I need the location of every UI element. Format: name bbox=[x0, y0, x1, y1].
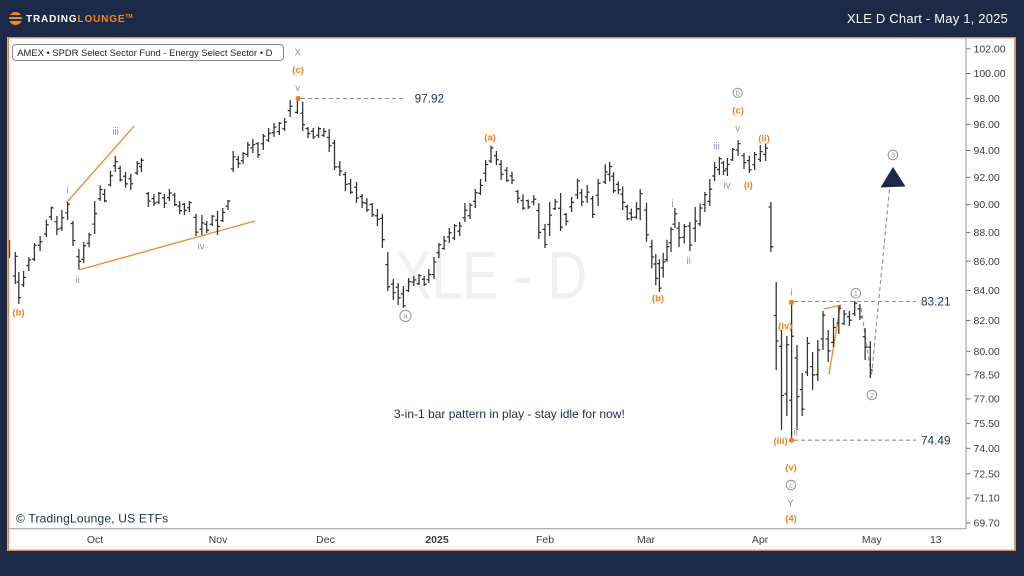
svg-text:Apr: Apr bbox=[752, 534, 769, 546]
svg-text:(b): (b) bbox=[12, 308, 24, 319]
svg-text:iv: iv bbox=[198, 241, 205, 252]
svg-text:(ii): (ii) bbox=[758, 134, 770, 145]
svg-text:Y: Y bbox=[787, 499, 794, 510]
svg-text:i: i bbox=[66, 186, 68, 197]
svg-text:69.70: 69.70 bbox=[974, 518, 1000, 530]
svg-text:94.00: 94.00 bbox=[974, 145, 1000, 157]
svg-text:75.50: 75.50 bbox=[974, 418, 1000, 430]
svg-text:84.00: 84.00 bbox=[974, 285, 1000, 297]
svg-text:13: 13 bbox=[930, 534, 942, 546]
svg-text:(i): (i) bbox=[744, 180, 753, 191]
svg-text:82.00: 82.00 bbox=[974, 315, 1000, 327]
svg-text:1: 1 bbox=[854, 289, 858, 298]
svg-text:(iv): (iv) bbox=[778, 321, 792, 332]
svg-text:96.00: 96.00 bbox=[974, 119, 1000, 131]
svg-text:ii: ii bbox=[686, 256, 690, 267]
svg-text:c: c bbox=[789, 481, 793, 490]
svg-text:100.00: 100.00 bbox=[974, 68, 1006, 80]
svg-text:iii: iii bbox=[112, 127, 118, 138]
svg-text:X: X bbox=[294, 47, 301, 58]
svg-text:(iii): (iii) bbox=[773, 436, 787, 447]
svg-text:(c): (c) bbox=[292, 65, 304, 76]
svg-text:Nov: Nov bbox=[209, 534, 228, 546]
svg-text:b: b bbox=[736, 89, 740, 98]
svg-text:Dec: Dec bbox=[316, 534, 335, 546]
svg-text:XLE - D: XLE - D bbox=[395, 238, 587, 314]
svg-text:Feb: Feb bbox=[536, 534, 554, 546]
svg-text:97.92: 97.92 bbox=[415, 92, 445, 106]
svg-text:i: i bbox=[790, 287, 792, 298]
svg-text:i: i bbox=[672, 199, 674, 210]
svg-text:(v): (v) bbox=[785, 463, 797, 474]
svg-text:© TradingLounge, US ETFs: © TradingLounge, US ETFs bbox=[16, 512, 168, 526]
svg-text:74.49: 74.49 bbox=[921, 433, 951, 447]
svg-text:83.21: 83.21 bbox=[921, 295, 951, 309]
svg-text:72.50: 72.50 bbox=[974, 468, 1000, 480]
svg-text:May: May bbox=[862, 534, 883, 546]
svg-text:Mar: Mar bbox=[637, 534, 656, 546]
svg-text:(b): (b) bbox=[652, 294, 664, 305]
svg-text:(c): (c) bbox=[732, 105, 744, 116]
svg-text:(4): (4) bbox=[785, 514, 797, 525]
svg-text:88.00: 88.00 bbox=[974, 227, 1000, 239]
svg-text:98.00: 98.00 bbox=[974, 93, 1000, 105]
svg-text:iii: iii bbox=[713, 141, 719, 152]
svg-text:Oct: Oct bbox=[87, 534, 103, 546]
svg-text:78.50: 78.50 bbox=[974, 369, 1000, 381]
svg-text:v: v bbox=[295, 83, 300, 94]
svg-text:74.00: 74.00 bbox=[974, 443, 1000, 455]
svg-text:ii: ii bbox=[75, 275, 79, 286]
svg-text:iv: iv bbox=[724, 181, 731, 192]
svg-text:3-in-1 bar pattern in play - s: 3-in-1 bar pattern in play - stay idle f… bbox=[394, 407, 625, 421]
svg-text:3: 3 bbox=[891, 151, 895, 160]
svg-text:80.00: 80.00 bbox=[974, 346, 1000, 358]
svg-text:ii: ii bbox=[793, 427, 797, 438]
svg-text:92.00: 92.00 bbox=[974, 172, 1000, 184]
svg-text:2: 2 bbox=[870, 391, 874, 400]
svg-text:(a): (a) bbox=[484, 133, 496, 144]
svg-text:77.00: 77.00 bbox=[974, 394, 1000, 406]
svg-text:71.10: 71.10 bbox=[974, 493, 1000, 505]
svg-text:2025: 2025 bbox=[425, 534, 449, 546]
svg-text:86.00: 86.00 bbox=[974, 256, 1000, 268]
svg-text:a: a bbox=[403, 312, 408, 321]
svg-text:90.00: 90.00 bbox=[974, 199, 1000, 211]
svg-text:102.00: 102.00 bbox=[974, 43, 1006, 55]
svg-text:v: v bbox=[735, 124, 740, 135]
